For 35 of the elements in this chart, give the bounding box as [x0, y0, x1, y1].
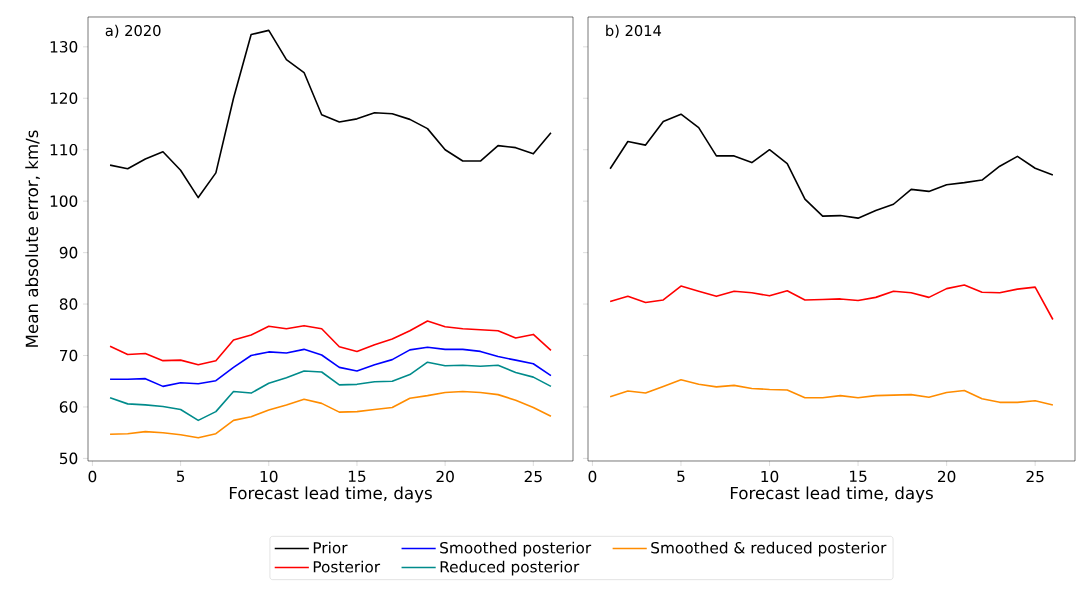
legend-label: Reduced posterior: [440, 560, 580, 576]
x-tick-label: 5: [176, 470, 185, 483]
x-tick-label: 5: [677, 470, 685, 483]
line-series: [109, 320, 552, 366]
legend-label: Prior: [313, 541, 348, 554]
x-tick-label: 25: [524, 470, 542, 483]
line-series: [109, 346, 552, 388]
x-tick-label: 20: [436, 470, 454, 483]
legend-label: Smoothed & reduced posterior: [651, 541, 887, 557]
x-tick-label: 25: [1026, 470, 1044, 483]
y-tick-label: 70: [60, 349, 78, 362]
y-tick-label: 110: [50, 143, 78, 156]
legend-label: Posterior: [313, 560, 381, 573]
y-tick-label: 120: [50, 92, 78, 105]
y-axis-title: Mean absolute error, km/s: [25, 130, 40, 347]
y-tick-label: 50: [59, 452, 78, 465]
x-axis-title: Forecast lead time, days: [229, 486, 432, 503]
line-series: [109, 361, 552, 422]
chart-title: b) 2014: [606, 24, 662, 38]
x-tick-label: 15: [348, 470, 366, 483]
x-tick-label: 10: [761, 470, 779, 483]
legend-label: Smoothed posterior: [440, 541, 592, 557]
chart-title: a) 2020: [105, 24, 161, 38]
y-tick-label: 100: [50, 195, 78, 207]
y-tick-label: 90: [59, 246, 78, 259]
x-tick-label: 0: [88, 470, 97, 483]
line-series: [109, 390, 552, 439]
y-tick-label: 60: [59, 401, 78, 413]
x-tick-label: 10: [260, 470, 278, 483]
x-axis-title: Forecast lead time, days: [730, 486, 933, 503]
y-tick-label: 130: [50, 41, 78, 53]
x-tick-label: 15: [850, 470, 867, 483]
x-tick-label: 0: [588, 470, 597, 483]
x-tick-label: 20: [937, 470, 956, 483]
y-tick-label: 80: [59, 298, 78, 310]
